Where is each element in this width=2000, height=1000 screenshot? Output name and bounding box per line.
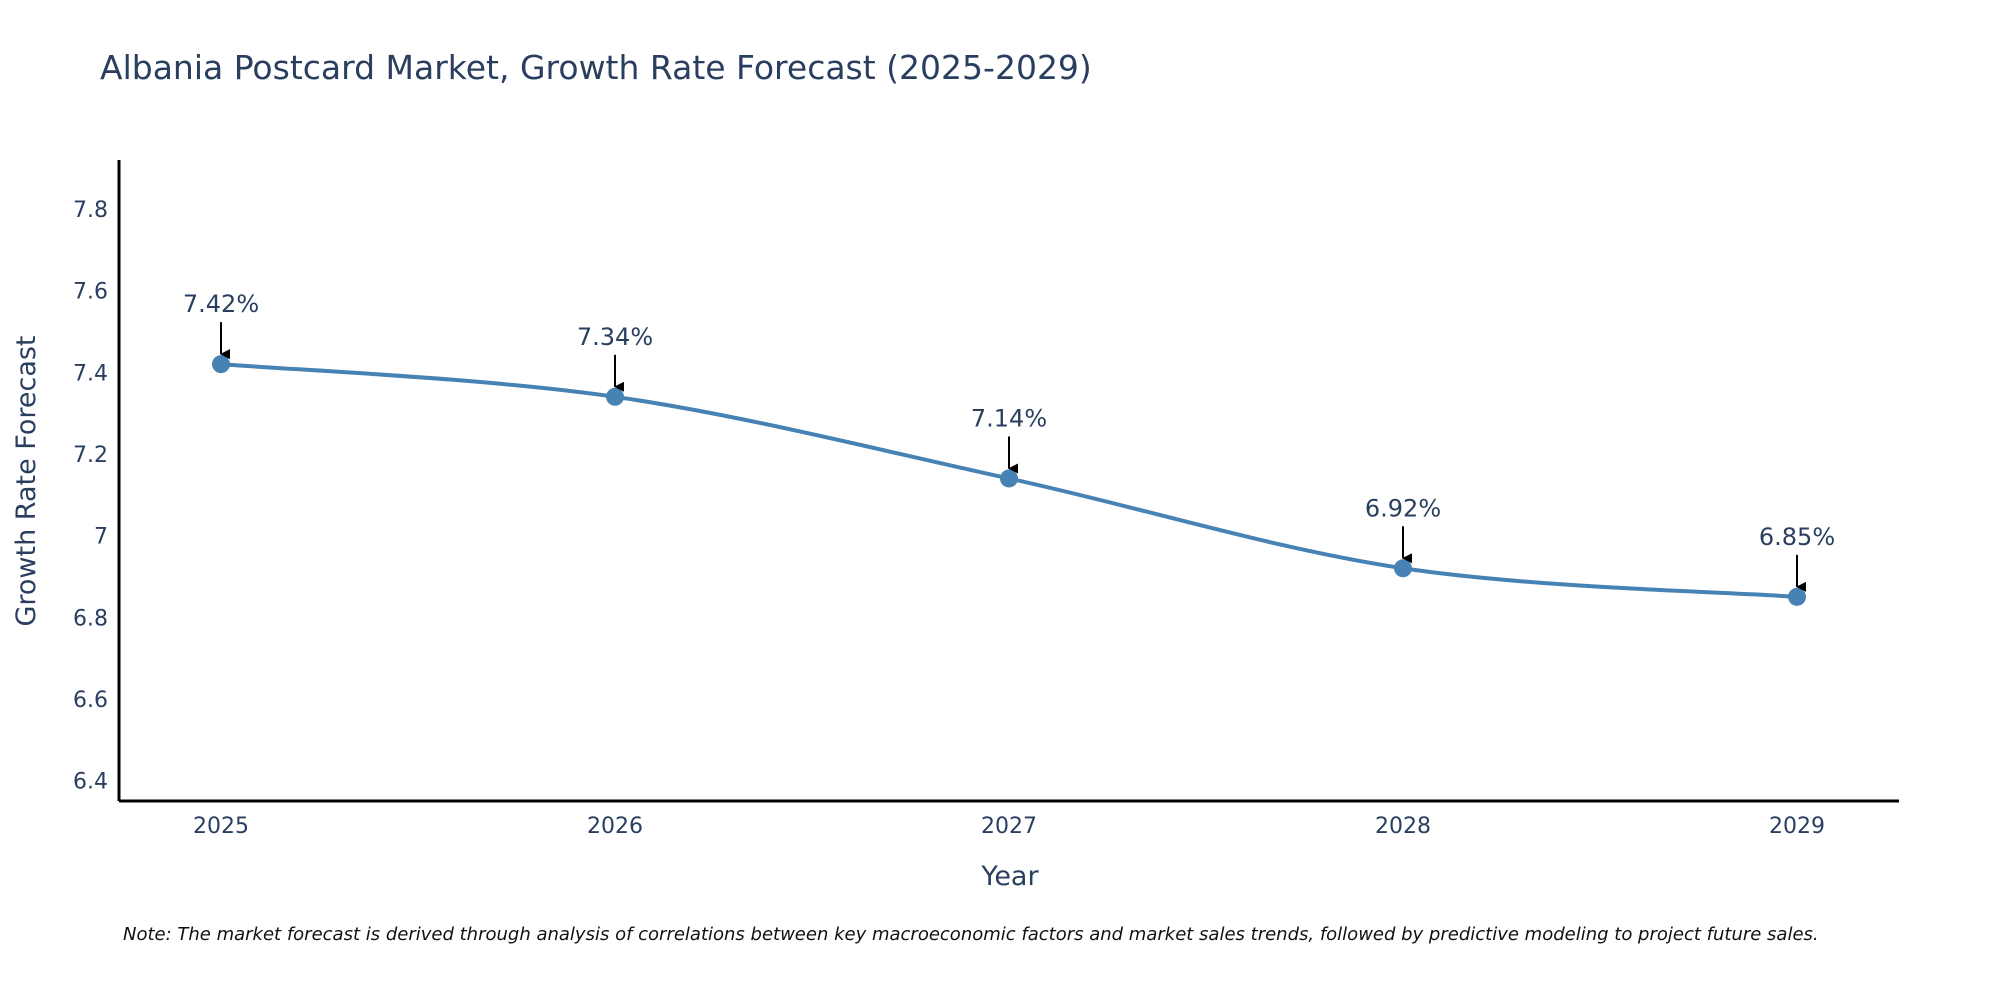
y-tick-label: 7.6 [73, 280, 108, 305]
data-point [1394, 559, 1412, 578]
data-label: 7.34% [577, 323, 653, 351]
data-annotations: 7.42% 7.34% 7.14% 6.92% 6.85% [183, 290, 1835, 592]
data-label: 7.14% [971, 404, 1047, 432]
data-label: 6.85% [1759, 523, 1835, 551]
x-tick-label: 2027 [981, 814, 1037, 839]
data-point [1788, 587, 1806, 606]
x-tick-label: 2026 [587, 814, 643, 839]
data-point [212, 355, 230, 374]
data-point [606, 387, 624, 406]
y-tick-label: 7 [94, 525, 108, 550]
x-tick-label: 2028 [1375, 814, 1431, 839]
x-axis-title: Year [980, 861, 1039, 892]
data-point [1000, 469, 1018, 488]
y-tick-label: 7.2 [73, 443, 108, 468]
y-tick-label: 6.6 [73, 688, 108, 713]
x-axis-ticks: 2025 2026 2027 2028 2029 [193, 814, 1825, 839]
y-tick-label: 6.8 [73, 606, 108, 631]
y-tick-label: 7.4 [73, 361, 108, 386]
y-tick-label: 7.8 [73, 198, 108, 223]
data-label: 6.92% [1365, 494, 1441, 522]
x-tick-label: 2025 [193, 814, 249, 839]
y-tick-label: 6.4 [73, 770, 108, 795]
data-points [212, 355, 1806, 606]
footnote: Note: The market forecast is derived thr… [123, 924, 1819, 945]
data-label: 7.42% [183, 290, 259, 318]
y-axis-ticks: 6.4 6.6 6.8 7 7.2 7.4 7.6 7.8 [73, 198, 108, 795]
x-tick-label: 2029 [1769, 814, 1825, 839]
y-axis-title: Growth Rate Forecast [11, 335, 42, 626]
chart-title: Albania Postcard Market, Growth Rate For… [100, 48, 1092, 87]
